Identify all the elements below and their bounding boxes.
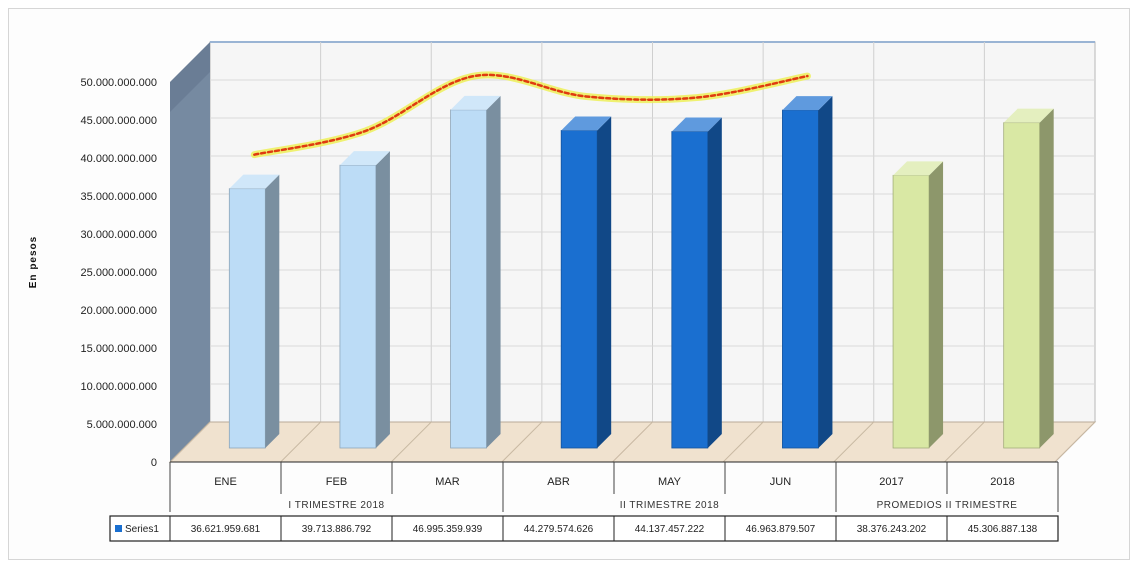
bar-side [265, 174, 280, 449]
floor-divider [612, 421, 653, 463]
bar-front [892, 174, 930, 449]
x-category-label: FEB [326, 476, 347, 488]
bar-front [339, 164, 377, 449]
bar-side [375, 151, 390, 449]
bar-side [1039, 108, 1054, 448]
bar [560, 116, 612, 449]
floor-divider [169, 421, 211, 463]
bar-top [782, 96, 833, 111]
bar [1003, 108, 1054, 449]
bar [892, 161, 944, 449]
data-value-label: 44.279.574.626 [524, 524, 594, 535]
y-tick-label: 15.000.000.000 [81, 343, 157, 355]
y-tick-label: 45.000.000.000 [81, 115, 157, 127]
y-tick-label: 35.000.000.000 [81, 191, 157, 203]
x-category-label: 2017 [879, 476, 903, 488]
bar-side [707, 117, 722, 448]
data-value-label: 36.621.959.681 [191, 524, 261, 535]
bar-front [782, 109, 819, 449]
y-tick-label: 0 [151, 457, 157, 469]
bar [339, 151, 390, 449]
floor-divider [722, 421, 764, 463]
bar-front [450, 109, 487, 449]
bar [228, 174, 280, 449]
data-value-label: 44.137.457.222 [635, 524, 705, 535]
floor-divider [280, 421, 321, 463]
floor-divider [390, 421, 432, 463]
y-tick-label: 50.000.000.000 [81, 77, 157, 89]
floor-divider [501, 421, 543, 463]
floor-divider [833, 421, 875, 463]
bar-side [597, 116, 612, 449]
y-tick-label: 30.000.000.000 [81, 229, 157, 241]
x-group-label: II TRIMESTRE 2018 [620, 500, 719, 511]
bar-top [229, 174, 280, 189]
y-tick-label: 25.000.000.000 [81, 267, 157, 279]
data-value-label: 46.995.359.939 [413, 524, 483, 535]
bar-side [818, 96, 833, 448]
data-table-row [109, 515, 1059, 542]
x-group-label: PROMEDIOS II TRIMESTRE [877, 500, 1018, 511]
x-category-label: MAY [658, 476, 682, 488]
bar-side [486, 95, 501, 448]
x-category-label: 2018 [990, 476, 1014, 488]
data-value-label: 45.306.887.138 [968, 524, 1038, 535]
x-category-label: ENE [214, 476, 237, 488]
bar [671, 117, 722, 449]
bar-front [671, 131, 709, 449]
legend-swatch [115, 525, 122, 532]
side-wall-highlight [170, 72, 210, 462]
y-tick-label: 10.000.000.000 [81, 381, 157, 393]
bar-front [1003, 122, 1041, 449]
bar-top [339, 151, 390, 166]
bar-top [893, 161, 944, 176]
bar-top [450, 95, 501, 110]
y-axis-label: En pesos [28, 236, 39, 288]
bar-top [1003, 108, 1054, 123]
data-value-label: 39.713.886.792 [302, 524, 372, 535]
legend-label: Series1 [125, 524, 159, 535]
data-value-label: 46.963.879.507 [746, 524, 816, 535]
bar-top [671, 117, 722, 132]
bar-front [228, 188, 266, 449]
bar-top [561, 116, 612, 131]
y-tick-label: 5.000.000.000 [87, 419, 157, 431]
x-category-label: ABR [547, 476, 570, 488]
trend-line [253, 73, 809, 156]
floor-divider [944, 421, 985, 463]
data-value-label: 38.376.243.202 [857, 524, 927, 535]
bar-front [560, 130, 598, 449]
bar-side [929, 161, 944, 448]
floor-divider [1054, 421, 1096, 463]
y-tick-label: 20.000.000.000 [81, 305, 157, 317]
bar [450, 95, 501, 449]
y-tick-label: 40.000.000.000 [81, 153, 157, 165]
bar [782, 96, 833, 449]
x-category-label: JUN [770, 476, 791, 488]
x-category-label: MAR [435, 476, 460, 488]
x-group-label: I TRIMESTRE 2018 [288, 500, 384, 511]
